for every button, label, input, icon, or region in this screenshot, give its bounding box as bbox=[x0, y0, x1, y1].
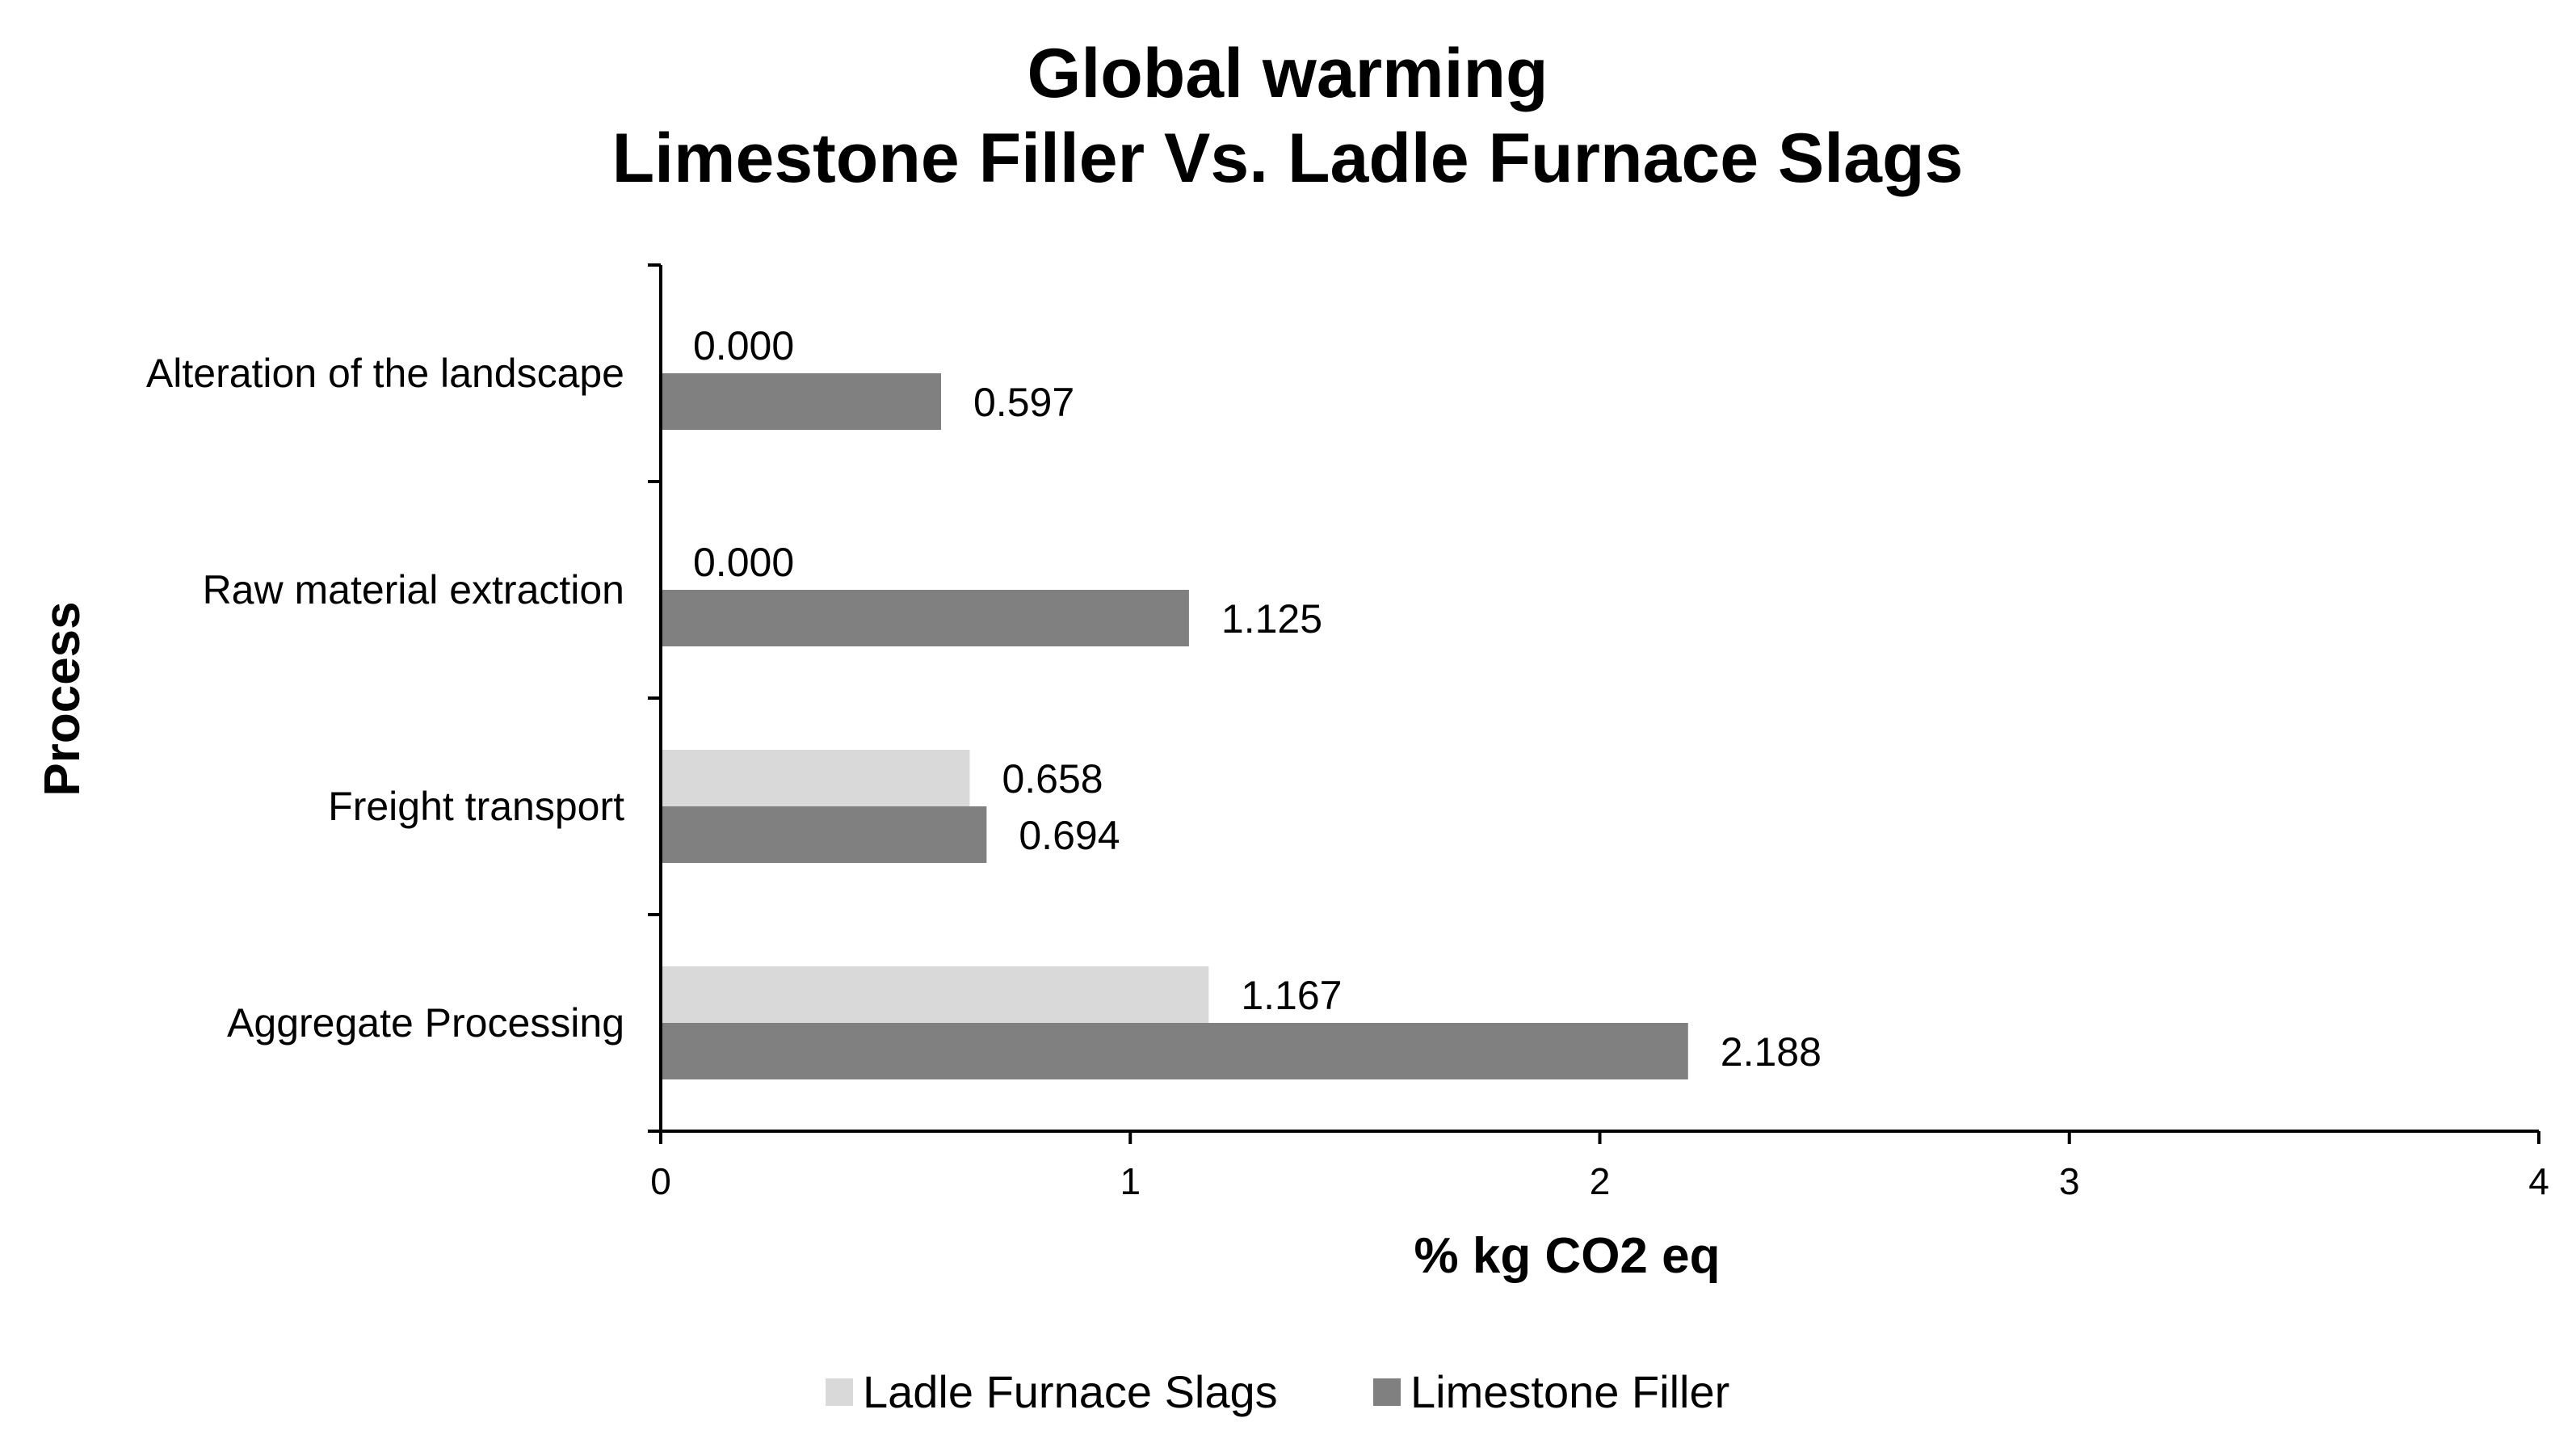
bar bbox=[661, 590, 1189, 646]
plot-area: Alteration of the landscape 0.000 0.597 Raw… bbox=[146, 263, 2549, 1202]
data-label: 1.167 bbox=[1241, 973, 1342, 1018]
bar bbox=[661, 1023, 1688, 1079]
category-label: Raw material extraction bbox=[203, 567, 624, 612]
x-tick-label: 4 bbox=[2528, 1160, 2549, 1202]
legend-swatch bbox=[1373, 1378, 1401, 1406]
data-label: 0.658 bbox=[1002, 756, 1103, 802]
x-axis-title: % kg CO2 eq bbox=[1414, 1228, 1721, 1284]
data-label: 0.694 bbox=[1019, 813, 1120, 858]
bar bbox=[661, 806, 987, 863]
x-tick-label: 3 bbox=[2059, 1160, 2080, 1202]
chart-title-line-1: Global warming bbox=[1027, 35, 1548, 112]
x-tick-label: 0 bbox=[650, 1160, 671, 1202]
bar bbox=[661, 373, 942, 430]
category-label: Freight transport bbox=[328, 784, 624, 829]
legend: Ladle Furnace Slags Limestone Filler bbox=[826, 1366, 1729, 1417]
chart-title-line-2: Limestone Filler Vs. Ladle Furnace Slags bbox=[612, 120, 1964, 197]
y-axis-title: Process bbox=[35, 601, 90, 796]
legend-label: Limestone Filler bbox=[1410, 1366, 1729, 1417]
category-label: Aggregate Processing bbox=[227, 1000, 624, 1046]
category-label: Alteration of the landscape bbox=[146, 351, 624, 396]
data-label: 0.000 bbox=[693, 323, 794, 368]
bar bbox=[661, 966, 1209, 1023]
bar bbox=[661, 750, 970, 806]
data-label: 1.125 bbox=[1221, 596, 1322, 642]
x-tick-label: 1 bbox=[1120, 1160, 1141, 1202]
legend-swatch bbox=[826, 1378, 853, 1406]
legend-label: Ladle Furnace Slags bbox=[863, 1366, 1278, 1417]
data-label: 0.000 bbox=[693, 540, 794, 585]
data-label: 2.188 bbox=[1721, 1029, 1822, 1075]
data-label: 0.597 bbox=[973, 380, 1074, 425]
x-tick-label: 2 bbox=[1590, 1160, 1611, 1202]
